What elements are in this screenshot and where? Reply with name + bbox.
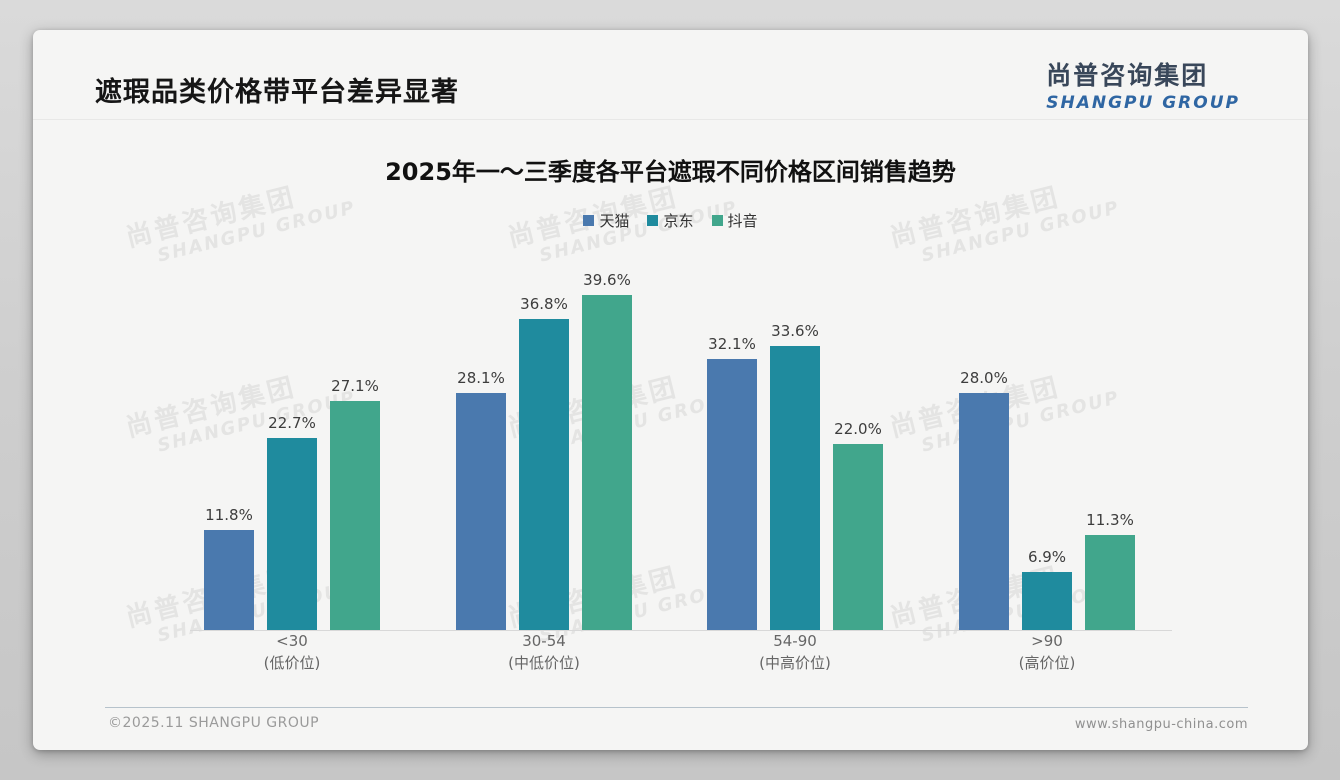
legend-swatch-icon [647, 215, 659, 226]
legend-item: 抖音 [711, 210, 758, 231]
bar-京东-30-54 [519, 319, 569, 630]
bar-天猫-<30 [204, 530, 254, 630]
bar-value-label: 6.9% [1027, 548, 1067, 566]
company-logo: 尚普咨询集团 SHANGPU GROUP [1046, 56, 1240, 113]
bar-value-label: 22.7% [268, 414, 316, 432]
bar-京东-54-90 [770, 346, 820, 630]
legend-item: 京东 [647, 210, 694, 231]
bar-抖音-30-54 [582, 295, 632, 630]
bar-value-label: 32.1% [708, 335, 756, 353]
logo-english-text: SHANGPU GROUP [1046, 93, 1240, 113]
bar-value-label: 11.8% [205, 506, 253, 524]
logo-chinese-text: 尚普咨询集团 [1046, 61, 1209, 90]
bar-京东->90 [1022, 572, 1072, 630]
bar-group: 11.8% 22.7% 27.1% <30 (低价位) [204, 260, 380, 700]
legend-label: 京东 [663, 212, 694, 230]
bar-抖音-<30 [330, 401, 380, 630]
bar-group: 28.1% 36.8% 39.6% 30-54 (中低价位) [456, 260, 632, 700]
legend-label: 天猫 [599, 212, 630, 230]
x-axis-line [190, 630, 1172, 631]
bar-value-label: 11.3% [1086, 511, 1134, 529]
bar-group: 28.0% 6.9% 11.3% >90 (高价位) [959, 260, 1135, 700]
bar-抖音-54-90 [833, 444, 883, 630]
slide-card: 尚普咨询集团 SHANGPU GROUP 尚普咨询集团 SHANGPU GROUP 尚普… [33, 30, 1308, 750]
legend-swatch-icon [583, 215, 595, 226]
bar-value-label: 28.0% [960, 369, 1008, 387]
footer-divider [105, 707, 1248, 708]
category-label: 30-54 (中低价位) [508, 632, 580, 672]
bar-value-label: 33.6% [771, 322, 819, 340]
category-label: >90 (高价位) [1018, 632, 1076, 672]
legend-swatch-icon [711, 215, 723, 226]
bar-天猫-54-90 [707, 359, 757, 630]
bar-value-label: 36.8% [520, 295, 568, 313]
chart-legend: 天猫 京东 抖音 [33, 210, 1308, 231]
bar-天猫->90 [959, 393, 1009, 630]
footer-copyright: ©2025.11 SHANGPU GROUP [108, 715, 320, 731]
bar-value-label: 28.1% [457, 369, 505, 387]
bar-天猫-30-54 [456, 393, 506, 630]
bar-京东-<30 [267, 438, 317, 630]
bar-chart-plot: 11.8% 22.7% 27.1% <30 (低价位) 28.1% 36.8% 39.6% 30… [190, 260, 1172, 700]
category-label: <30 (低价位) [263, 632, 321, 672]
chart-title: 2025年一～三季度各平台遮瑕不同价格区间销售趋势 [385, 158, 956, 186]
bar-group: 32.1% 33.6% 22.0% 54-90 (中高价位) [707, 260, 883, 700]
bar-value-label: 39.6% [583, 271, 631, 289]
page-title: 遮瑕品类价格带平台差异显著 [95, 77, 459, 108]
category-label: 54-90 (中高价位) [759, 632, 831, 672]
bar-value-label: 22.0% [834, 420, 882, 438]
bar-value-label: 27.1% [331, 377, 379, 395]
header-divider [33, 119, 1308, 120]
bar-抖音->90 [1085, 535, 1135, 630]
footer-website: www.shangpu-china.com [1074, 717, 1248, 732]
legend-label: 抖音 [727, 212, 758, 230]
legend-item: 天猫 [583, 210, 629, 231]
slide-header: 遮瑕品类价格带平台差异显著 尚普咨询集团 SHANGPU GROUP [33, 30, 1308, 119]
